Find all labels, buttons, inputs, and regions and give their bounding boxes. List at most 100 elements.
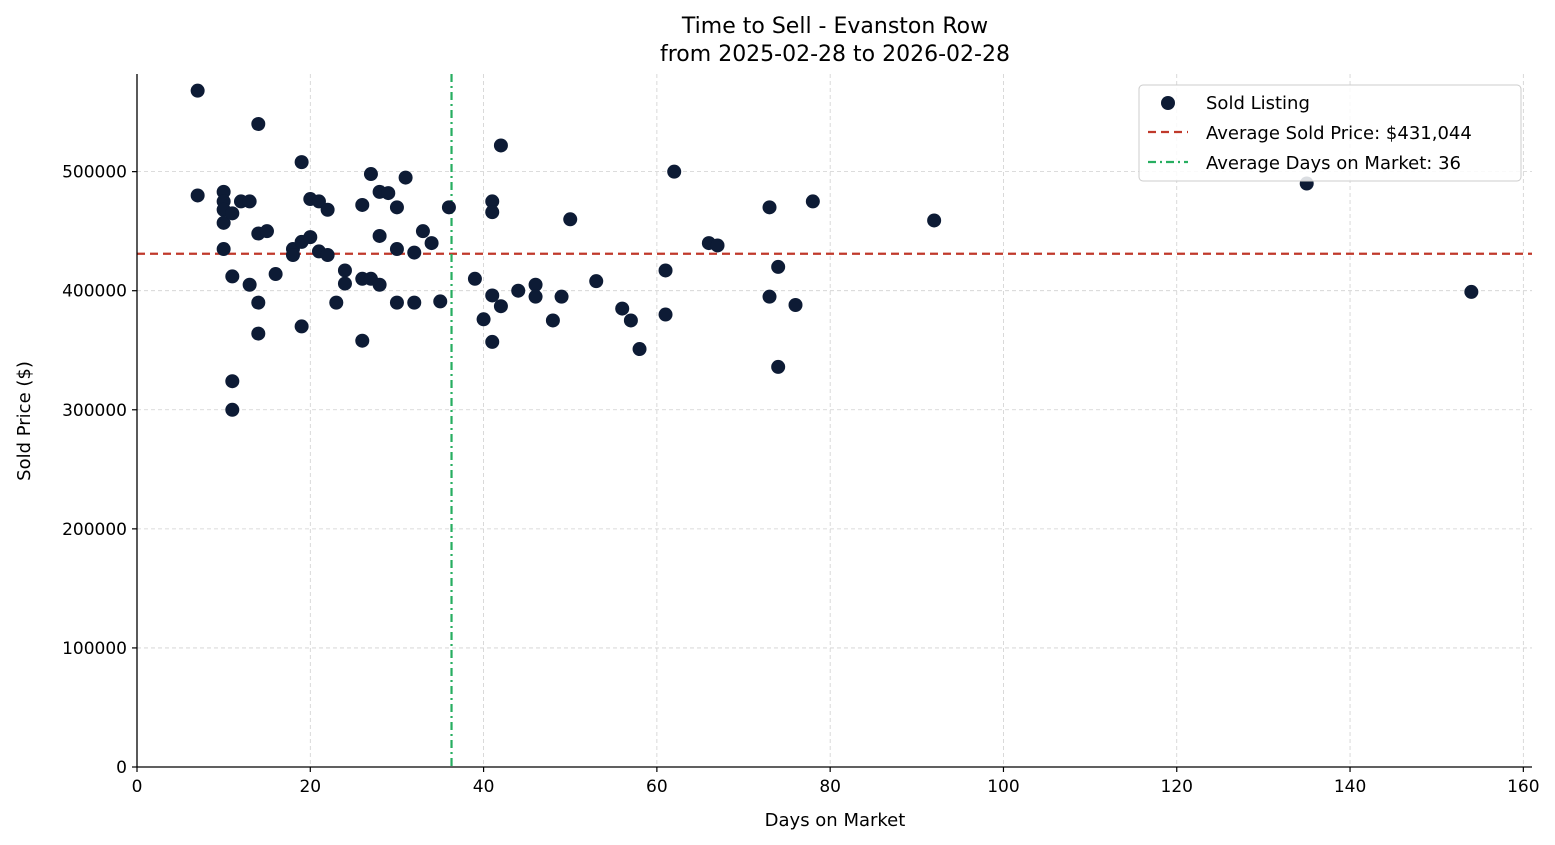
x-tick-label: 0 bbox=[132, 777, 143, 797]
sold-listing-point bbox=[424, 236, 439, 251]
sold-listing-point bbox=[225, 402, 240, 417]
sold-listing-point bbox=[355, 197, 370, 212]
sold-listing-point bbox=[441, 200, 456, 215]
x-tick-label: 60 bbox=[646, 777, 668, 797]
sold-listing-point bbox=[485, 334, 500, 349]
sold-listing-point bbox=[216, 215, 231, 230]
chart-title: Time to Sell - Evanston Row bbox=[681, 14, 988, 39]
sold-listing-point bbox=[407, 245, 422, 260]
sold-listing-point bbox=[242, 277, 257, 292]
sold-listing-point bbox=[615, 301, 630, 316]
sold-listing-point bbox=[337, 263, 352, 278]
sold-listing-point bbox=[389, 242, 404, 257]
x-tick-label: 140 bbox=[1334, 777, 1366, 797]
legend-box bbox=[1138, 84, 1522, 182]
x-tick-label: 120 bbox=[1161, 777, 1193, 797]
y-tick-label: 400000 bbox=[62, 282, 127, 302]
sold-listing-point bbox=[467, 271, 482, 286]
reference-lines bbox=[137, 74, 1532, 767]
sold-listing-point bbox=[216, 242, 231, 257]
y-tick-label: 300000 bbox=[62, 401, 127, 421]
ticks-layer: 0 20 40 60 80 100 120 140 160 0 100000 200000 300000… bbox=[62, 163, 1539, 797]
legend-marker-sold-listing bbox=[1161, 96, 1175, 110]
sold-listing-point bbox=[363, 167, 378, 182]
sold-listing-point bbox=[554, 289, 569, 304]
sold-listing-point bbox=[251, 326, 266, 341]
x-tick-label: 160 bbox=[1507, 777, 1539, 797]
sold-listing-point bbox=[294, 155, 309, 170]
sold-listing-point bbox=[433, 294, 448, 309]
sold-listing-point bbox=[381, 186, 396, 201]
legend-label-average-days: Average Days on Market: 36 bbox=[1206, 153, 1461, 174]
y-tick-label: 100000 bbox=[62, 639, 127, 659]
y-tick-label: 0 bbox=[116, 758, 127, 778]
sold-listing-point bbox=[632, 342, 647, 357]
sold-listing-point bbox=[355, 333, 370, 348]
x-tick-label: 20 bbox=[299, 777, 321, 797]
sold-listing-point bbox=[303, 230, 318, 245]
sold-listing-point bbox=[225, 374, 240, 389]
sold-listing-point bbox=[771, 259, 786, 274]
sold-listing-point bbox=[389, 295, 404, 310]
sold-listing-point bbox=[285, 247, 300, 262]
axes-layer bbox=[136, 74, 1532, 768]
sold-listing-point bbox=[511, 283, 526, 298]
sold-listing-point bbox=[225, 269, 240, 284]
sold-listing-point bbox=[589, 274, 604, 289]
chart-subtitle: from 2025-02-28 to 2026-02-28 bbox=[660, 42, 1010, 67]
sold-listing-point bbox=[294, 319, 309, 334]
sold-listing-point bbox=[528, 289, 543, 304]
sold-listing-point bbox=[251, 117, 266, 132]
sold-listing-point bbox=[493, 299, 508, 314]
points-layer bbox=[190, 83, 1479, 417]
sold-listing-point bbox=[251, 295, 266, 310]
sold-listing-point bbox=[485, 194, 500, 209]
sold-listing-point bbox=[225, 206, 240, 221]
sold-listing-point bbox=[311, 194, 326, 209]
sold-listing-point bbox=[563, 212, 578, 227]
sold-listing-point bbox=[493, 138, 508, 153]
sold-listing-point bbox=[658, 307, 673, 322]
sold-listing-point bbox=[372, 277, 387, 292]
sold-listing-point bbox=[805, 194, 820, 209]
sold-listing-point bbox=[771, 359, 786, 374]
sold-listing-point bbox=[762, 200, 777, 215]
sold-listing-point bbox=[337, 276, 352, 291]
legend: Sold Listing Average Sold Price: $431,04… bbox=[1138, 84, 1522, 182]
sold-listing-point bbox=[398, 170, 413, 185]
y-axis-label: Sold Price ($) bbox=[14, 361, 35, 481]
sold-listing-point bbox=[1464, 284, 1479, 299]
sold-listing-point bbox=[667, 164, 682, 179]
x-tick-label: 40 bbox=[473, 777, 495, 797]
sold-listing-point bbox=[415, 224, 430, 239]
sold-listing-point bbox=[268, 267, 283, 282]
sold-listing-point bbox=[788, 298, 803, 312]
x-axis-label: Days on Market bbox=[765, 810, 906, 831]
sold-listing-point bbox=[485, 288, 500, 303]
x-tick-label: 100 bbox=[987, 777, 1019, 797]
sold-listing-point bbox=[545, 313, 560, 328]
sold-listing-point bbox=[623, 313, 638, 328]
sold-listing-point bbox=[190, 83, 205, 98]
sold-listing-point bbox=[407, 295, 422, 310]
x-tick-label: 80 bbox=[819, 777, 841, 797]
y-tick-label: 200000 bbox=[62, 520, 127, 540]
sold-listing-point bbox=[528, 277, 543, 292]
sold-listing-point bbox=[372, 228, 387, 243]
sold-listing-point bbox=[329, 295, 344, 310]
sold-listing-point bbox=[259, 224, 274, 239]
sold-listing-point bbox=[927, 213, 942, 228]
sold-listing-point bbox=[710, 238, 725, 253]
sold-listing-point bbox=[762, 289, 777, 304]
y-tick-label: 500000 bbox=[62, 163, 127, 183]
sold-listing-point bbox=[320, 202, 335, 217]
sold-listing-point bbox=[190, 188, 205, 203]
legend-label-sold-listing: Sold Listing bbox=[1206, 93, 1310, 114]
legend-label-average-price: Average Sold Price: $431,044 bbox=[1206, 123, 1472, 144]
sold-listing-point bbox=[658, 263, 673, 278]
sold-listing-point bbox=[320, 247, 335, 262]
sold-listing-point bbox=[242, 194, 257, 209]
sold-listing-point bbox=[476, 312, 491, 327]
sold-listing-point bbox=[485, 205, 500, 220]
